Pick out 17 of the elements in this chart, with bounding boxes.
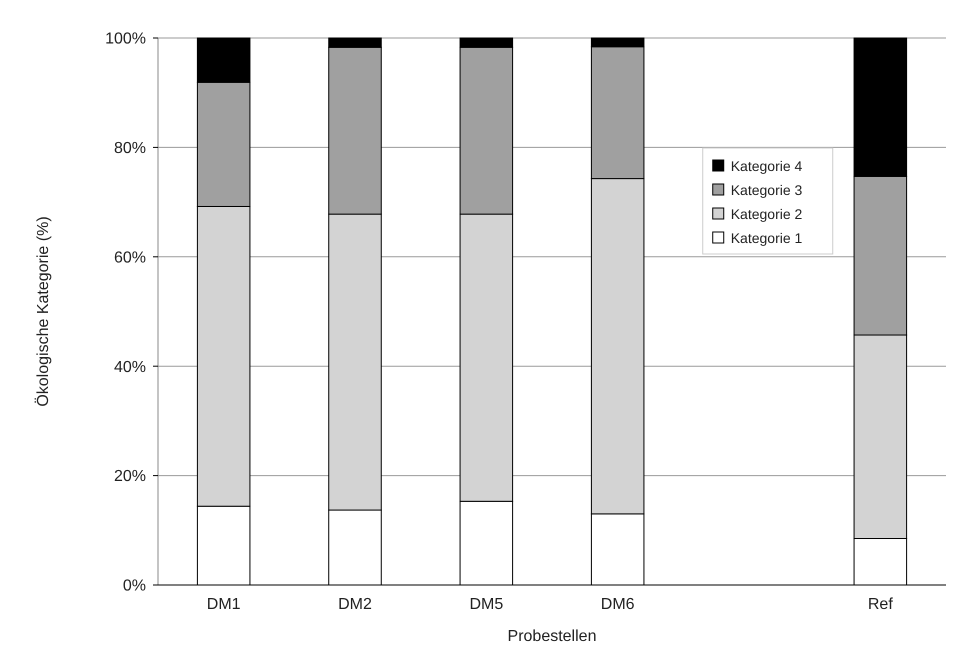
x-tick-label: DM6 <box>600 596 635 613</box>
legend-label: Kategorie 3 <box>730 182 803 198</box>
y-tick-label: 40% <box>114 358 146 376</box>
x-tick-label: Ref <box>868 596 894 613</box>
y-tick-label: 60% <box>114 249 146 266</box>
y-tick-label: 0% <box>122 578 146 595</box>
x-tick-label: DM2 <box>338 596 372 613</box>
x-tick-label: DM1 <box>206 596 241 613</box>
x-tick-label: DM5 <box>469 596 504 613</box>
legend-label: Kategorie 4 <box>730 158 803 174</box>
legend-label: Kategorie 2 <box>730 206 803 222</box>
y-tick-label: 80% <box>114 140 146 157</box>
y-tick-label: 20% <box>114 468 146 486</box>
legend-label: Kategorie 1 <box>730 230 803 246</box>
y-tick-label: 100% <box>105 30 146 48</box>
y-axis-title: Ökologische Kategorie (%) <box>34 216 52 407</box>
x-axis-title: Probestellen <box>508 628 596 645</box>
